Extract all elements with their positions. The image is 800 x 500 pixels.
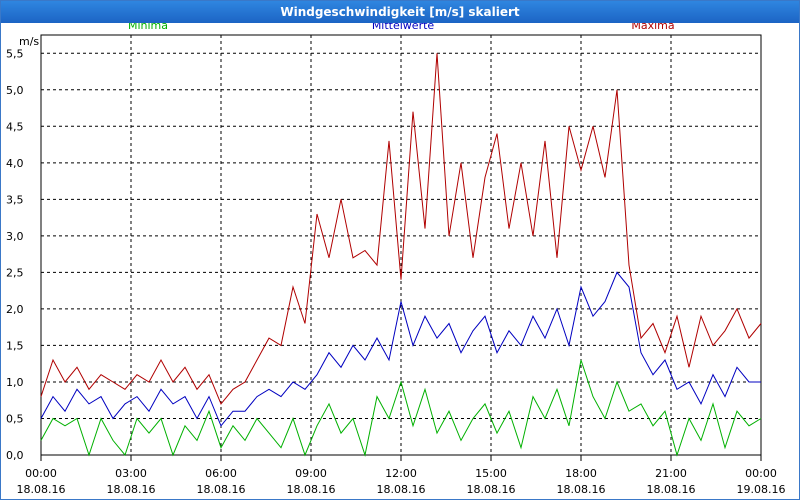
y-tick-label: 1,0 <box>6 376 24 389</box>
x-tick-date-label: 18.08.16 <box>557 483 606 496</box>
legend-maxima: Maxima <box>631 23 674 32</box>
series-line-mittelwerte <box>40 271 761 427</box>
y-tick-label: 0,0 <box>6 449 24 462</box>
x-tick-time-label: 18:00 <box>565 467 597 480</box>
y-tick-label: 3,5 <box>6 193 24 206</box>
y-tick-label: 2,0 <box>6 303 24 316</box>
x-tick-date-label: 19.08.16 <box>737 483 786 496</box>
y-tick-label: 0,5 <box>6 412 24 425</box>
y-tick-label: 4,5 <box>6 120 24 133</box>
x-tick-date-label: 18.08.16 <box>17 483 66 496</box>
x-tick-time-label: 15:00 <box>475 467 507 480</box>
y-tick-label: 3,0 <box>6 230 24 243</box>
legend-mittelwerte: Mittelwerte <box>372 23 435 32</box>
y-axis-unit-label: m/s <box>19 35 39 48</box>
x-tick-time-label: 00:00 <box>25 467 57 480</box>
x-tick-date-label: 18.08.16 <box>467 483 516 496</box>
y-tick-label: 5,0 <box>6 84 24 97</box>
x-tick-time-label: 12:00 <box>385 467 417 480</box>
x-tick-date-label: 18.08.16 <box>197 483 246 496</box>
legend-minima: Minima <box>128 23 168 32</box>
y-tick-label: 1,5 <box>6 339 24 352</box>
x-tick-time-label: 00:00 <box>745 467 777 480</box>
x-tick-time-label: 06:00 <box>205 467 237 480</box>
x-tick-date-label: 18.08.16 <box>377 483 426 496</box>
x-tick-date-label: 18.08.16 <box>107 483 156 496</box>
x-tick-time-label: 09:00 <box>295 467 327 480</box>
y-tick-label: 2,5 <box>6 266 24 279</box>
y-tick-label: 5,5 <box>6 47 24 60</box>
x-tick-time-label: 21:00 <box>655 467 687 480</box>
x-tick-date-label: 18.08.16 <box>287 483 336 496</box>
series-line-maxima <box>40 53 762 405</box>
x-tick-time-label: 03:00 <box>115 467 147 480</box>
window-title: Windgeschwindigkeit [m/s] skaliert <box>1 1 799 23</box>
y-tick-label: 4,0 <box>6 157 24 170</box>
wind-speed-chart: 0,0 0,5 1,0 1,5 2,0 2,5 3,0 3,5 4,0 4,5 5,0 5,5m/s 0… <box>6 23 786 496</box>
series-line-minima <box>40 359 762 457</box>
x-tick-date-label: 18.08.16 <box>647 483 696 496</box>
